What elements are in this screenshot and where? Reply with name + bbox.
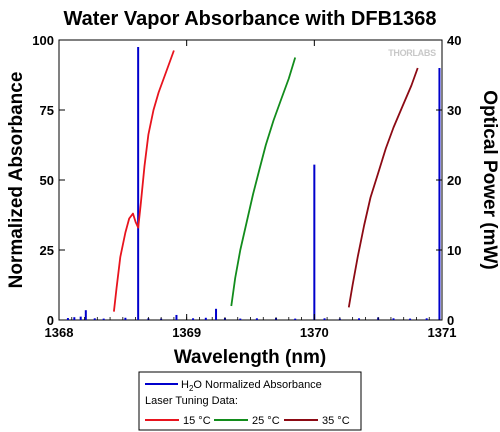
plot-area bbox=[58, 39, 443, 321]
legend-absorbance-label: H2O Normalized Absorbance bbox=[181, 379, 322, 393]
y2-tick-label: 20 bbox=[447, 173, 461, 188]
x-axis-label: Wavelength (nm) bbox=[174, 347, 326, 368]
y2-tick-label: 10 bbox=[447, 243, 461, 258]
plot-frame bbox=[58, 39, 443, 321]
tuning-curve-line bbox=[347, 67, 419, 308]
x-tick-label: 1369 bbox=[172, 325, 201, 340]
y-tick-label: 75 bbox=[40, 103, 54, 118]
legend-series-label: 25 °C bbox=[252, 415, 280, 427]
legend-series-entries: 15 °C 25 °C 35 °C bbox=[145, 415, 350, 427]
legend-series-label: 35 °C bbox=[322, 415, 350, 427]
x-tick-label: 1371 bbox=[428, 325, 457, 340]
legend-absorbance-sub: 2 bbox=[189, 384, 194, 393]
tuning-curve-line bbox=[113, 50, 175, 312]
y2-tick-label: 40 bbox=[447, 33, 461, 48]
legend-series-label: 15 °C bbox=[183, 415, 211, 427]
y2-axis-label: Optical Power (mW) bbox=[479, 90, 500, 269]
tuning-curves bbox=[113, 50, 419, 312]
y-tick-label: 100 bbox=[32, 33, 54, 48]
absorbance-lines bbox=[66, 47, 441, 320]
x-tick-label: 1368 bbox=[45, 325, 74, 340]
y-tick-label: 50 bbox=[40, 173, 54, 188]
y2-tick-label: 30 bbox=[447, 103, 461, 118]
legend-absorbance-prefix: H bbox=[181, 379, 189, 391]
chart-title: Water Vapor Absorbance with DFB1368 bbox=[63, 8, 436, 30]
thorlabs-watermark: THORLABS bbox=[388, 48, 436, 58]
legend-tuning-header: Laser Tuning Data: bbox=[145, 395, 238, 407]
x-tick-label: 1370 bbox=[300, 325, 329, 340]
y-tick-label: 0 bbox=[47, 313, 54, 328]
legend: H2O Normalized Absorbance Laser Tuning D… bbox=[138, 371, 362, 431]
y-axis-label: Normalized Absorbance bbox=[6, 72, 27, 289]
y2-tick-label: 0 bbox=[447, 313, 454, 328]
legend-absorbance-suffix: O Normalized Absorbance bbox=[193, 379, 321, 391]
y-tick-label: 25 bbox=[40, 243, 54, 258]
tuning-curve-line bbox=[230, 57, 297, 307]
